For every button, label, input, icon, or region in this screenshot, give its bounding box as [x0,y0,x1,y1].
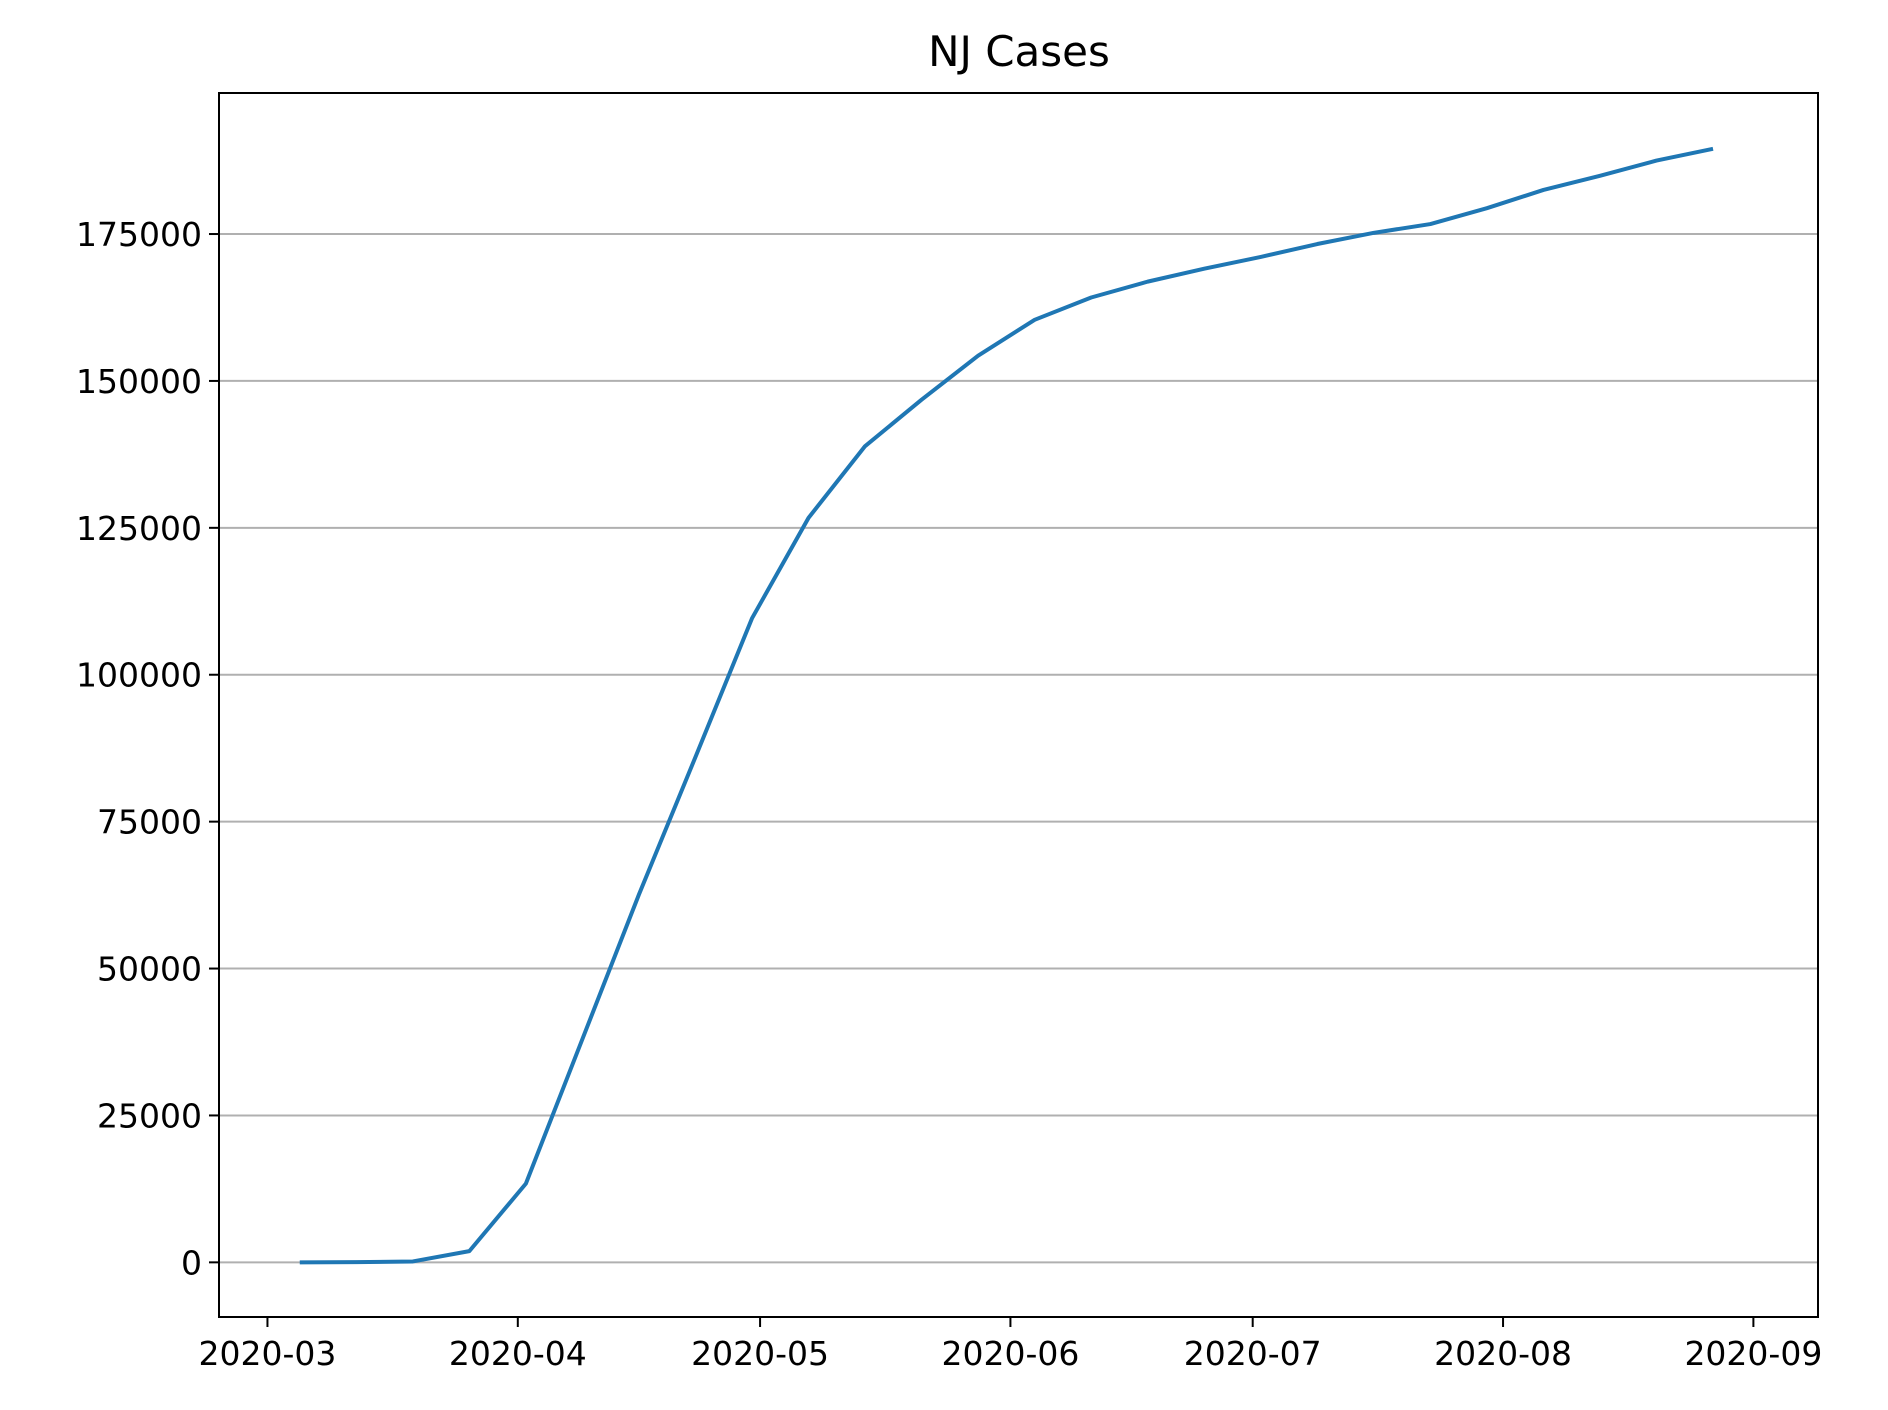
x-axis: 2020-03 2020-04 2020-05 2020-06 2020-07 2020-… [199,1317,1822,1373]
y-tick-label: 100000 [76,656,202,695]
y-tick-label: 125000 [76,509,202,548]
x-tick-label: 2020-09 [1684,1334,1822,1373]
x-tick-label: 2020-05 [691,1334,829,1373]
y-tick-label: 25000 [97,1096,202,1135]
x-tick-label: 2020-07 [1184,1334,1322,1373]
x-tick-label: 2020-08 [1434,1334,1572,1373]
chart-title: NJ Cases [928,27,1110,76]
y-tick-label: 150000 [76,362,202,401]
x-tick-label: 2020-03 [199,1334,337,1373]
series-layer [299,146,1714,1265]
y-axis: 0 25000 50000 75000 100000 125000 150000 175000 [76,215,219,1282]
grid-lines [219,233,1818,1264]
y-tick-label: 175000 [76,215,202,254]
y-tick-label: 75000 [97,803,202,842]
y-tick-label: 50000 [97,950,202,989]
x-tick-label: 2020-04 [449,1334,587,1373]
axes-frame [218,92,1819,1318]
y-tick-label: 0 [181,1243,202,1282]
x-tick-label: 2020-06 [941,1334,1079,1373]
series-line [299,146,1714,1265]
